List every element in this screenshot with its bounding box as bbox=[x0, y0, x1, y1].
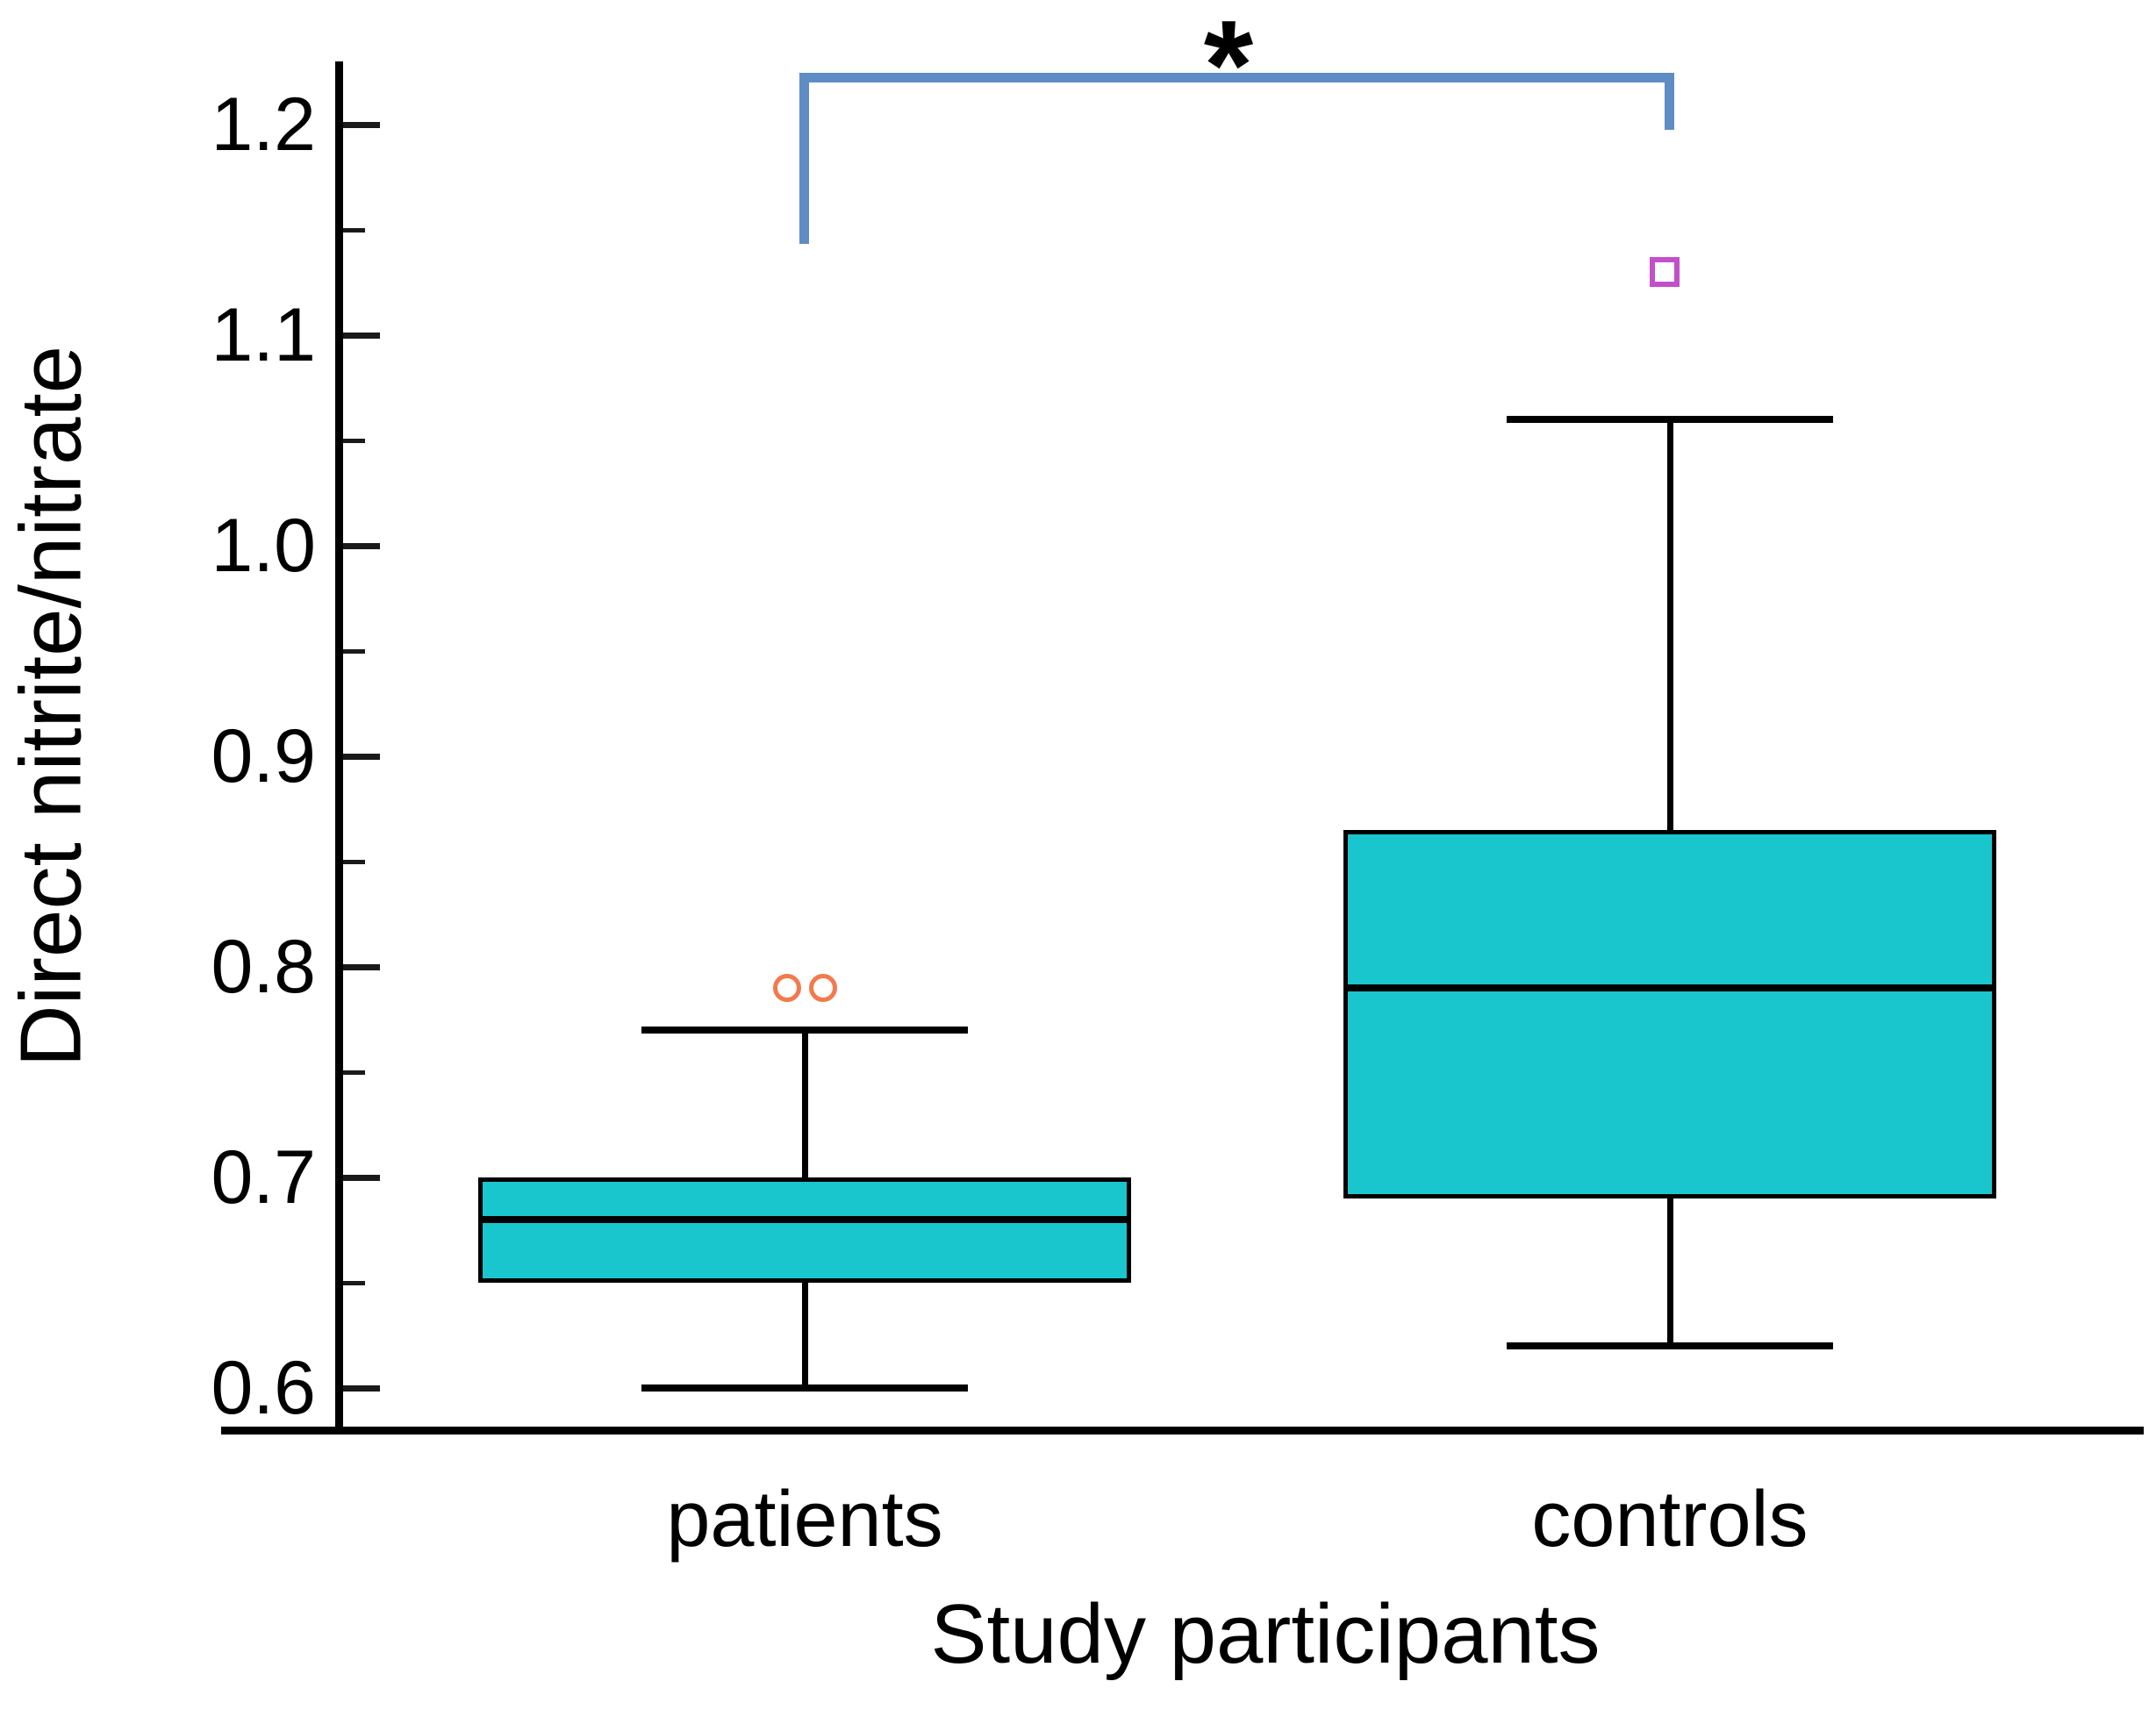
whisker-lower-line bbox=[1667, 1198, 1673, 1346]
outlier-square-marker bbox=[1650, 257, 1680, 287]
whisker-upper-line bbox=[802, 1030, 808, 1177]
whisker-upper-cap bbox=[1507, 416, 1833, 423]
y-axis-tick-label: 1.2 bbox=[211, 82, 316, 167]
y-axis-minor-tick bbox=[343, 439, 365, 443]
x-axis-line bbox=[221, 1427, 2144, 1435]
y-axis-tick-label: 0.7 bbox=[211, 1135, 316, 1220]
y-axis-major-tick bbox=[343, 1175, 380, 1181]
whisker-upper-cap bbox=[641, 1027, 968, 1034]
median-line bbox=[1343, 984, 1996, 991]
y-axis-tick-label: 1.1 bbox=[211, 293, 316, 377]
y-axis-major-tick bbox=[343, 964, 380, 970]
y-axis-minor-tick bbox=[343, 1070, 365, 1075]
y-axis-minor-tick bbox=[343, 649, 365, 654]
significance-bracket-left-arm bbox=[799, 73, 809, 244]
y-axis-minor-tick bbox=[343, 860, 365, 864]
y-axis-tick-label: 0.8 bbox=[211, 925, 316, 1009]
median-line bbox=[478, 1216, 1131, 1223]
category-label-controls: controls bbox=[1531, 1476, 1809, 1563]
y-axis-title: Direct nitrite/nitrate bbox=[2, 345, 99, 1068]
whisker-lower-line bbox=[802, 1283, 808, 1388]
significance-bracket-right-arm bbox=[1665, 73, 1674, 130]
y-axis-tick-label: 0.9 bbox=[211, 714, 316, 798]
y-axis-major-tick bbox=[343, 333, 380, 339]
box-patients bbox=[478, 1177, 1131, 1283]
y-axis-major-tick bbox=[343, 122, 380, 128]
category-label-patients: patients bbox=[666, 1476, 943, 1563]
whisker-lower-cap bbox=[1507, 1342, 1833, 1349]
outlier-circle-marker bbox=[809, 974, 837, 1002]
significance-asterisk: * bbox=[1203, 0, 1254, 136]
y-axis-tick-label: 1.0 bbox=[211, 504, 316, 588]
y-axis-tick-label: 0.6 bbox=[211, 1346, 316, 1430]
whisker-lower-cap bbox=[641, 1384, 968, 1392]
significance-bracket-horizontal bbox=[799, 73, 1674, 82]
whisker-upper-line bbox=[1667, 419, 1673, 830]
box-controls bbox=[1343, 830, 1996, 1198]
outlier-circle-marker bbox=[773, 974, 801, 1002]
y-axis-major-tick bbox=[343, 754, 380, 760]
y-axis-minor-tick bbox=[343, 1281, 365, 1285]
y-axis-minor-tick bbox=[343, 228, 365, 233]
x-axis-title: Study participants bbox=[930, 1587, 1601, 1681]
y-axis-major-tick bbox=[343, 1385, 380, 1392]
y-axis-line bbox=[335, 61, 343, 1435]
y-axis-major-tick bbox=[343, 543, 380, 549]
